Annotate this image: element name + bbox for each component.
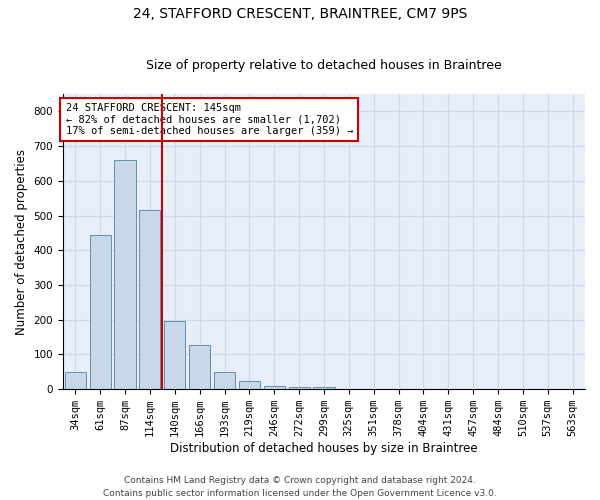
X-axis label: Distribution of detached houses by size in Braintree: Distribution of detached houses by size … — [170, 442, 478, 455]
Bar — [214, 372, 235, 389]
Bar — [313, 388, 335, 389]
Bar — [164, 322, 185, 389]
Bar — [239, 380, 260, 389]
Text: 24, STAFFORD CRESCENT, BRAINTREE, CM7 9PS: 24, STAFFORD CRESCENT, BRAINTREE, CM7 9P… — [133, 8, 467, 22]
Bar — [115, 160, 136, 389]
Text: Contains HM Land Registry data © Crown copyright and database right 2024.
Contai: Contains HM Land Registry data © Crown c… — [103, 476, 497, 498]
Title: Size of property relative to detached houses in Braintree: Size of property relative to detached ho… — [146, 59, 502, 72]
Bar — [189, 345, 210, 389]
Bar — [289, 388, 310, 389]
Y-axis label: Number of detached properties: Number of detached properties — [15, 148, 28, 334]
Bar — [89, 236, 111, 389]
Bar — [139, 210, 160, 389]
Bar — [65, 372, 86, 389]
Text: 24 STAFFORD CRESCENT: 145sqm
← 82% of detached houses are smaller (1,702)
17% of: 24 STAFFORD CRESCENT: 145sqm ← 82% of de… — [65, 103, 353, 136]
Bar — [263, 386, 285, 389]
